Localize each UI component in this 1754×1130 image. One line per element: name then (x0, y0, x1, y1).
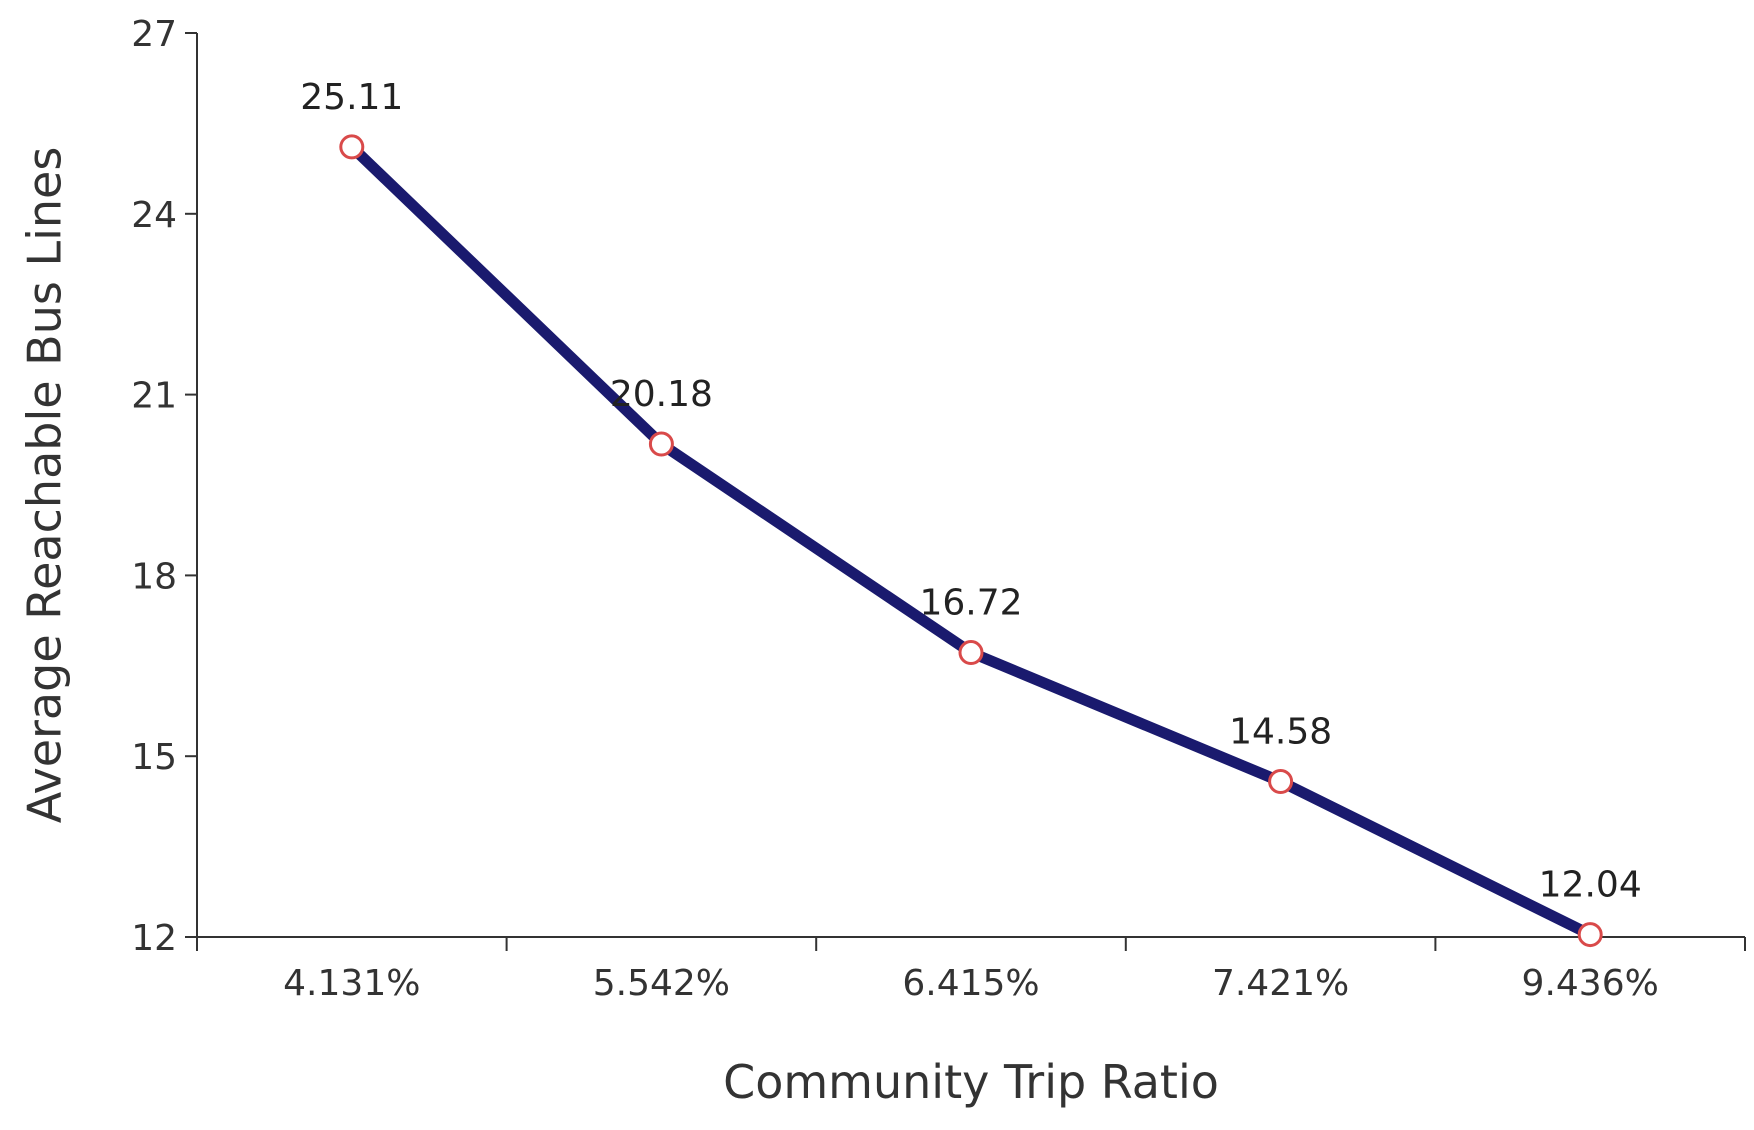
series-line (346, 141, 1596, 941)
y-tick-label: 18 (131, 556, 177, 597)
data-point (1577, 922, 1603, 948)
data-point (339, 134, 365, 160)
y-ticks: 12 15 18 21 24 27 (131, 14, 197, 959)
series: 25.11 20.18 16.72 14.58 12.04 (300, 77, 1642, 948)
y-tick-label: 24 (131, 195, 177, 236)
x-axis-title: Community Trip Ratio (723, 1055, 1219, 1109)
x-tick-label: 7.421% (1212, 963, 1349, 1004)
data-label: 12.04 (1539, 865, 1642, 906)
y-tick-label: 27 (131, 14, 177, 55)
x-tick-label: 9.436% (1522, 963, 1659, 1004)
y-tick-label: 21 (131, 376, 177, 417)
data-label: 25.11 (300, 77, 403, 118)
data-label: 20.18 (610, 374, 713, 415)
data-point (958, 640, 984, 666)
y-tick-label: 15 (131, 737, 177, 778)
axes (196, 33, 1745, 949)
y-tick-label: 12 (131, 918, 177, 959)
y-axis-title: Average Reachable Bus Lines (18, 147, 72, 824)
data-point (648, 431, 674, 457)
x-tick-label: 5.542% (593, 963, 730, 1004)
x-tick-label: 6.415% (902, 963, 1039, 1004)
data-label: 14.58 (1229, 712, 1332, 753)
x-ticks: 4.131% 5.542% 6.415% 7.421% 9.436% (196, 937, 1746, 1004)
data-point (1268, 769, 1294, 795)
data-label: 16.72 (919, 583, 1022, 624)
x-tick-label: 4.131% (283, 963, 420, 1004)
